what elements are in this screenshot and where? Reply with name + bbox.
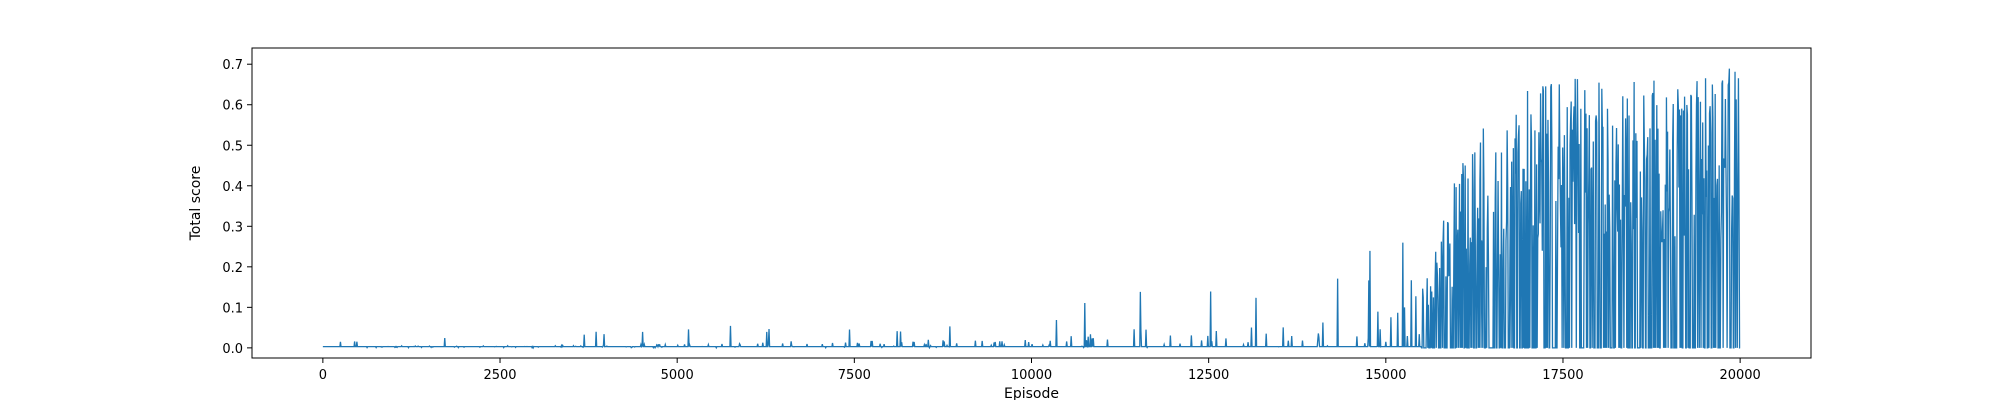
y-tick-label: 0.2 <box>222 261 243 276</box>
y-tick-label: 0.4 <box>222 180 243 195</box>
y-tick-label: 0.7 <box>222 58 243 73</box>
y-tick-label: 0.5 <box>222 139 243 154</box>
x-tick-label: 12500 <box>1188 368 1229 383</box>
y-tick-label: 0.3 <box>222 220 243 235</box>
y-tick-label: 0.0 <box>222 342 243 357</box>
x-tick-label: 0 <box>319 368 327 383</box>
x-axis-label: Episode <box>1004 386 1059 400</box>
x-tick-label: 5000 <box>661 368 694 383</box>
x-tick-label: 20000 <box>1719 368 1760 383</box>
x-tick-label: 2500 <box>483 368 516 383</box>
score-series-line <box>322 68 1741 350</box>
x-tick-label: 7500 <box>838 368 871 383</box>
y-axis-label: Total score <box>188 166 204 242</box>
y-tick-label: 0.6 <box>222 99 243 114</box>
x-tick-label: 17500 <box>1542 368 1583 383</box>
series-layer <box>322 68 1741 350</box>
y-axis: 0.0 0.1 0.2 0.3 0.4 0.5 0.6 0.7 <box>222 58 252 357</box>
x-axis: 0 2500 5000 7500 10000 12500 15000 17500 20000 <box>319 358 1761 383</box>
x-tick-label: 15000 <box>1365 368 1406 383</box>
x-tick-label: 10000 <box>1011 368 1052 383</box>
y-tick-label: 0.1 <box>222 301 243 316</box>
